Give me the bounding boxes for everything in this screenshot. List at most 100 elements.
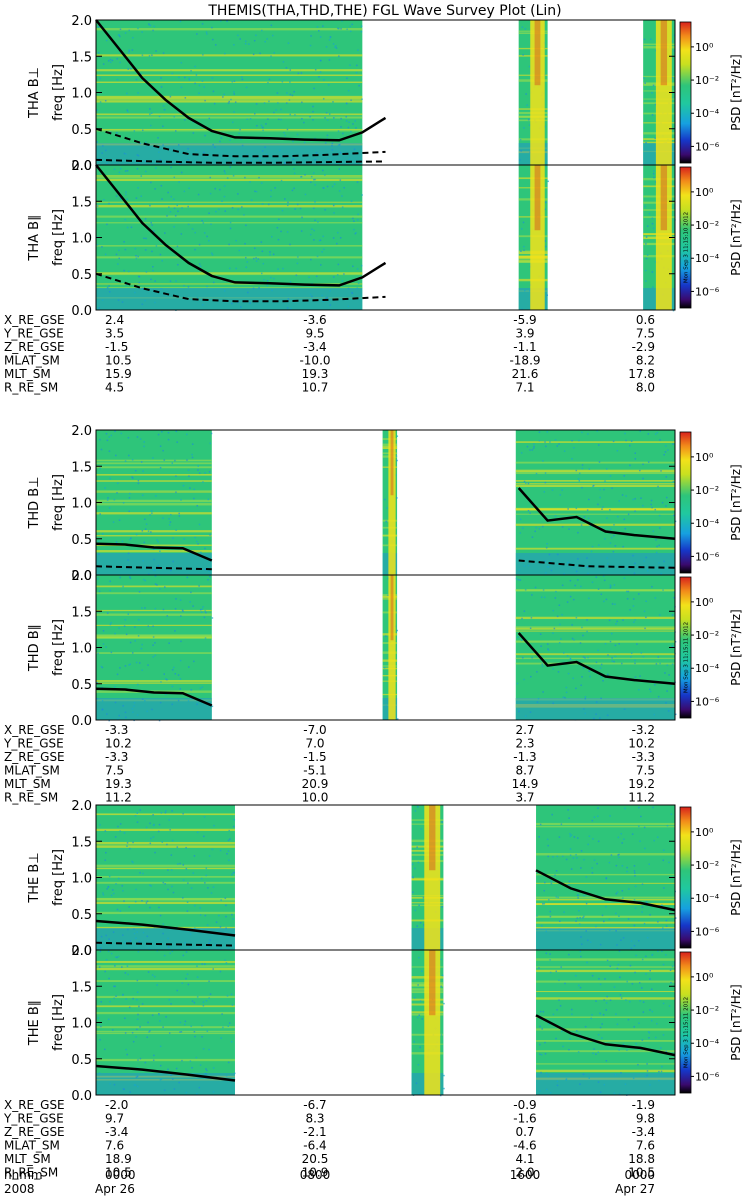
y-axis-label: freq [Hz] bbox=[51, 619, 66, 676]
ephemeris-label: X_RE_GSE bbox=[4, 723, 65, 737]
dashed-frequency-line bbox=[95, 158, 386, 164]
y-tick-label: 1.0 bbox=[71, 1017, 92, 1032]
plot-title: THEMIS(THA,THD,THE) FGL Wave Survey Plot… bbox=[207, 3, 561, 19]
dashed-frequency-line bbox=[518, 559, 676, 569]
ephemeris-label: MLT_SM bbox=[4, 777, 51, 791]
ephemeris-value: -1.6 bbox=[513, 1112, 536, 1126]
colorbar-tick-label: 10⁻² bbox=[695, 629, 719, 642]
spectrogram-interval bbox=[518, 165, 549, 311]
ephemeris-label: MLAT_SM bbox=[4, 354, 60, 368]
colorbar-tick-label: 10⁻² bbox=[695, 1004, 719, 1017]
colorbar-tick-label: 10⁻⁶ bbox=[695, 1070, 720, 1083]
colorbar-tick-label: 10⁻⁴ bbox=[695, 892, 720, 905]
y-tick-label: 0.0 bbox=[71, 159, 92, 174]
panel-thd-2: 0.0 0.5 1.0 1.5 2.0 THD B∥ freq [Hz] 10⁰ 10⁻² 10⁻… bbox=[27, 569, 743, 729]
colorbar-tick-label: 10⁻² bbox=[695, 219, 719, 232]
colorbar-tick-label: 10⁰ bbox=[695, 41, 714, 54]
time-axis: hhmm 0000 0800 1600 0000 2008 Apr 26 Apr 27 bbox=[4, 1168, 655, 1196]
spectrogram-interval bbox=[382, 430, 399, 575]
spectrogram-interval bbox=[382, 575, 399, 720]
date-start-label: Apr 26 bbox=[95, 1182, 135, 1196]
ephemeris-label: R_RE_SM bbox=[4, 381, 58, 395]
spectrogram-interval bbox=[96, 430, 213, 575]
ephemeris-value: 7.0 bbox=[305, 737, 324, 751]
ephemeris-value: 8.3 bbox=[305, 1112, 324, 1126]
ephemeris-value: -6.7 bbox=[303, 1098, 326, 1112]
colorbar: 10⁰ 10⁻² 10⁻⁴ 10⁻⁶ PSD [nT²/Hz] Mon Sep 3 11:… bbox=[679, 166, 743, 309]
date-year-label: 2008 bbox=[4, 1182, 35, 1196]
colorbar-label: PSD [nT²/Hz] bbox=[729, 199, 743, 275]
y-tick-label: 1.5 bbox=[71, 460, 92, 475]
time-tick-label: 0000 bbox=[624, 1168, 655, 1182]
ephemeris-value: -1.3 bbox=[513, 750, 536, 764]
ephemeris-value: -3.3 bbox=[105, 750, 128, 764]
ephemeris-value: -2.9 bbox=[632, 340, 655, 354]
date-end-label: Apr 27 bbox=[615, 1182, 655, 1196]
y-tick-label: 1.0 bbox=[71, 87, 92, 102]
y-tick-label: 1.5 bbox=[71, 50, 92, 65]
panel-the-1: 0.0 0.5 1.0 1.5 2.0 THE B⊥ freq [Hz] 10⁰ 10⁻² 10⁻… bbox=[27, 799, 743, 959]
ephemeris-value: -5.9 bbox=[513, 313, 536, 327]
ephemeris-value: 20.9 bbox=[302, 777, 329, 791]
ephemeris-value: -3.2 bbox=[632, 723, 655, 737]
colorbar-tick-label: 10⁻⁶ bbox=[695, 695, 720, 708]
y-tick-label: 1.5 bbox=[71, 195, 92, 210]
ephemeris-value: -2.1 bbox=[303, 1125, 326, 1139]
ephemeris-label: X_RE_GSE bbox=[4, 1098, 65, 1112]
colorbar: 10⁰ 10⁻² 10⁻⁴ 10⁻⁶ PSD [nT²/Hz] bbox=[679, 806, 743, 949]
probe-the: 0.0 0.5 1.0 1.5 2.0 THE B⊥ freq [Hz] 10⁰ 10⁻² 10⁻… bbox=[3, 799, 743, 1180]
ephemeris-value: -3.3 bbox=[632, 750, 655, 764]
spectrogram-interval bbox=[518, 20, 548, 166]
ephemeris-value: -3.4 bbox=[632, 1125, 655, 1139]
colorbar-tick-label: 10⁰ bbox=[695, 596, 714, 609]
ephemeris-value: 7.6 bbox=[105, 1139, 124, 1153]
ephemeris-value: 4.5 bbox=[105, 381, 124, 395]
ephemeris-value: 8.0 bbox=[636, 381, 655, 395]
solid-frequency-line bbox=[95, 1064, 236, 1082]
colorbar-tick-label: 10⁻⁴ bbox=[695, 517, 720, 530]
panel-thd-1: 0.0 0.5 1.0 1.5 2.0 THD B⊥ freq [Hz] 10⁰ 10⁻² 10⁻… bbox=[27, 424, 743, 584]
ephemeris-value: 10.9 bbox=[302, 1166, 329, 1180]
spectrogram-interval bbox=[536, 950, 676, 1096]
ephemeris-label: MLT_SM bbox=[4, 367, 51, 381]
spectrogram-interval bbox=[643, 165, 676, 312]
solid-frequency-line bbox=[95, 164, 387, 287]
ephemeris-label: Z_RE_GSE bbox=[4, 1125, 65, 1139]
solid-frequency-line bbox=[95, 919, 236, 937]
y-tick-label: 1.5 bbox=[71, 605, 92, 620]
y-tick-label: 0.0 bbox=[71, 569, 92, 584]
y-tick-label: 1.5 bbox=[71, 980, 92, 995]
colorbar-label: PSD [nT²/Hz] bbox=[729, 54, 743, 130]
y-axis-label: freq [Hz] bbox=[51, 849, 66, 906]
ephemeris-label: Y_RE_GSE bbox=[3, 1112, 64, 1126]
ephemeris-value: 10.2 bbox=[628, 737, 655, 751]
spectrogram-interval bbox=[96, 20, 363, 166]
ephemeris-value: 7.1 bbox=[515, 381, 534, 395]
y-tick-label: 2.0 bbox=[71, 14, 92, 29]
ephemeris-label: MLT_SM bbox=[4, 1152, 51, 1166]
colorbar-tick-label: 10⁻² bbox=[695, 859, 719, 872]
ephemeris-label: Z_RE_GSE bbox=[4, 750, 65, 764]
ephemeris-value: 11.2 bbox=[628, 791, 655, 805]
spectrogram-interval bbox=[536, 805, 677, 952]
panel-label: THE B⊥ bbox=[27, 852, 42, 903]
ephemeris-label: Z_RE_GSE bbox=[4, 340, 65, 354]
ephemeris-value: 2.3 bbox=[515, 737, 534, 751]
ephemeris-value: 2.7 bbox=[515, 723, 534, 737]
solid-frequency-line bbox=[95, 687, 213, 707]
y-tick-label: 0.5 bbox=[71, 123, 92, 138]
spectrogram-interval bbox=[96, 575, 214, 722]
colorbar-tick-label: 10⁻² bbox=[695, 74, 719, 87]
colorbar: 10⁰ 10⁻² 10⁻⁴ 10⁻⁶ PSD [nT²/Hz] bbox=[679, 431, 743, 574]
y-tick-label: 0.0 bbox=[71, 1089, 92, 1104]
spectrogram-interval bbox=[515, 430, 677, 577]
ephemeris-value: 14.9 bbox=[512, 777, 539, 791]
y-tick-label: 0.5 bbox=[71, 533, 92, 548]
spectrogram-interval bbox=[515, 575, 677, 721]
spectrogram-interval bbox=[96, 165, 363, 311]
y-tick-label: 0.0 bbox=[71, 304, 92, 319]
ephemeris-value: 10.7 bbox=[302, 381, 329, 395]
ephemeris-value: 3.7 bbox=[515, 791, 534, 805]
colorbar-tick-label: 10⁰ bbox=[695, 451, 714, 464]
panel-label: THE B∥ bbox=[27, 1000, 42, 1046]
